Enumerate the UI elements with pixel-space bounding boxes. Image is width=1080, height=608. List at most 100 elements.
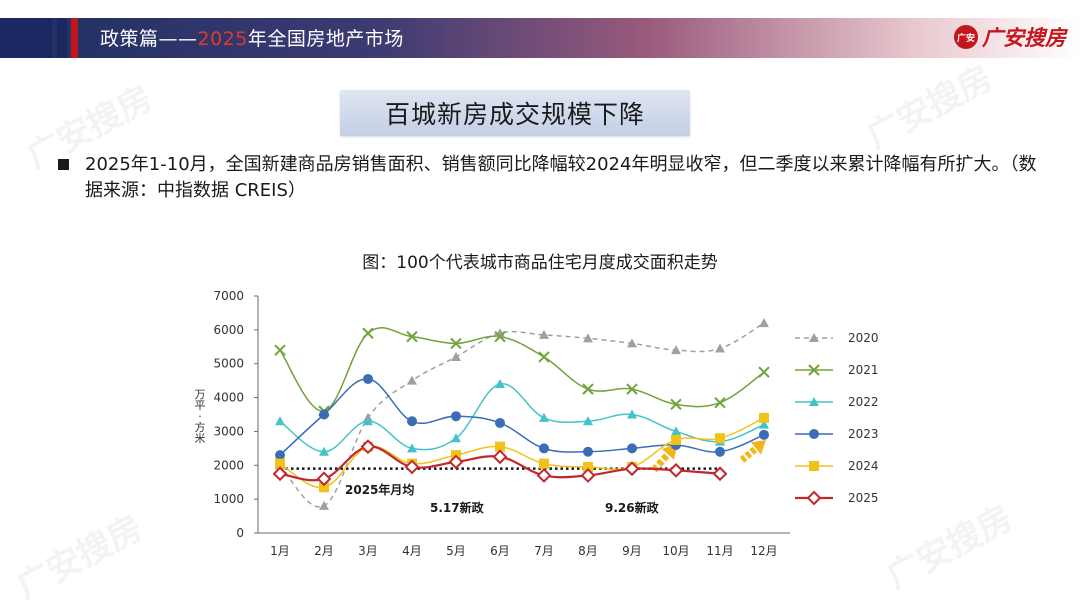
- data-point-triangle: [319, 500, 329, 510]
- legend-label-2025: 2025: [848, 491, 879, 505]
- bullet-square-icon: [58, 159, 69, 170]
- data-point-square: [809, 461, 819, 471]
- data-point-circle: [759, 429, 769, 440]
- y-axis-label-char: ·: [198, 410, 202, 423]
- data-point-x: [626, 383, 638, 395]
- data-point-diamond: [448, 454, 464, 470]
- data-point-triangle: [451, 433, 461, 443]
- data-point-square: [671, 434, 681, 445]
- series-markers: [272, 318, 770, 510]
- data-point-triangle: [759, 318, 769, 328]
- data-point-x: [362, 327, 374, 339]
- y-axis-label-char: 平: [195, 399, 206, 412]
- data-point-triangle: [809, 333, 819, 342]
- data-point-square: [319, 482, 329, 493]
- trend-arrow-dash: [744, 450, 753, 459]
- data-point-x: [494, 330, 506, 343]
- data-point-diamond: [668, 462, 684, 478]
- data-point-triangle: [583, 416, 593, 426]
- data-point-x: [808, 364, 820, 376]
- data-point-stroke: [714, 396, 726, 409]
- legend-label-2023: 2023: [848, 427, 879, 441]
- x-tick-label: 11月: [706, 544, 733, 558]
- data-point-x: [670, 398, 682, 411]
- data-point-diamond: [492, 449, 508, 465]
- brand-logo: 广安 广安搜房: [954, 22, 1066, 52]
- data-point-stroke: [808, 364, 820, 376]
- y-axis-label-char: 米: [195, 432, 206, 445]
- data-point-square: [583, 461, 593, 472]
- data-point-triangle: [275, 416, 285, 426]
- series-lines: [279, 322, 765, 508]
- data-point-stroke: [582, 383, 594, 395]
- data-point-triangle: [539, 329, 549, 339]
- series-line-2023: [279, 378, 765, 456]
- x-tick-label: 5月: [446, 544, 466, 558]
- series-line-2020: [279, 322, 765, 508]
- logo-text: 广安搜房: [982, 26, 1066, 50]
- chart-title: 图：100个代表城市商品住宅月度成交面积走势: [362, 253, 718, 273]
- x-tick-label: 12月: [750, 544, 777, 558]
- data-point-square: [275, 458, 285, 469]
- y-tick-label: 4000: [213, 391, 244, 405]
- data-point-triangle: [407, 443, 417, 453]
- data-point-triangle: [451, 351, 461, 361]
- data-point-triangle: [671, 345, 681, 355]
- header-accent-block: [71, 18, 78, 58]
- data-point-diamond: [712, 466, 728, 482]
- legend-label-2022: 2022: [848, 395, 879, 409]
- x-tick-label: 1月: [270, 544, 290, 558]
- x-tick-label: 2月: [314, 544, 334, 558]
- data-point-triangle: [671, 426, 681, 436]
- logo-badge: 广安: [954, 25, 978, 49]
- series-line-2022: [279, 383, 765, 453]
- y-tick-label: 6000: [213, 323, 244, 337]
- trend-arrow-head: [750, 440, 766, 455]
- header-title-prefix: 政策篇——: [100, 28, 198, 50]
- data-point-diamond: [360, 439, 376, 455]
- data-point-stroke: [494, 330, 506, 343]
- series-line-2024: [279, 417, 765, 489]
- data-point-stroke: [406, 330, 418, 343]
- x-tick-label: 6月: [490, 544, 510, 558]
- header-title-suffix: 年全国房地产市场: [247, 28, 404, 50]
- data-point-triangle: [627, 409, 637, 419]
- data-point-x: [582, 383, 594, 395]
- data-point-stroke: [626, 383, 638, 395]
- data-point-circle: [363, 373, 373, 384]
- data-point-triangle: [495, 379, 505, 389]
- bullet-text: 2025年1-10月，全国新建商品房销售面积、销售额同比降幅较2024年明显收窄…: [85, 154, 1037, 201]
- data-point-square: [759, 412, 769, 423]
- y-tick-label: 2000: [213, 458, 244, 472]
- data-point-square: [495, 441, 505, 452]
- data-point-square: [715, 433, 725, 444]
- trend-arrow-icon: [739, 440, 766, 463]
- data-point-circle: [809, 429, 819, 439]
- series-line-2021: [279, 327, 765, 412]
- data-point-stroke: [538, 351, 550, 363]
- data-point-circle: [583, 446, 593, 457]
- y-tick-label: 0: [236, 526, 244, 540]
- data-point-x: [274, 344, 286, 356]
- data-point-triangle: [809, 397, 819, 406]
- data-point-triangle: [407, 375, 417, 385]
- slide-title: 百城新房成交规模下降: [340, 90, 690, 136]
- data-point-x: [758, 366, 770, 378]
- data-point-diamond: [404, 459, 420, 475]
- bullet-paragraph: 2025年1-10月，全国新建商品房销售面积、销售额同比降幅较2024年明显收窄…: [58, 152, 1048, 204]
- y-tick-label: 5000: [213, 357, 244, 371]
- header-title: 政策篇——2025年全国房地产市场: [100, 24, 404, 51]
- data-point-triangle: [715, 343, 725, 353]
- trend-arrow-dash: [656, 458, 665, 467]
- x-tick-label: 7月: [534, 544, 554, 558]
- y-tick-label: 3000: [213, 424, 244, 438]
- data-point-diamond: [536, 468, 552, 483]
- reference-layer: 2025年月均 5.17新政 9.26新政: [280, 467, 720, 515]
- data-point-triangle: [627, 338, 637, 348]
- y-axis-label-char: 万: [195, 388, 206, 401]
- data-point-x: [450, 337, 462, 350]
- data-point-stroke: [450, 337, 462, 350]
- y-tick-label: 7000: [213, 289, 244, 303]
- data-point-circle: [627, 443, 637, 454]
